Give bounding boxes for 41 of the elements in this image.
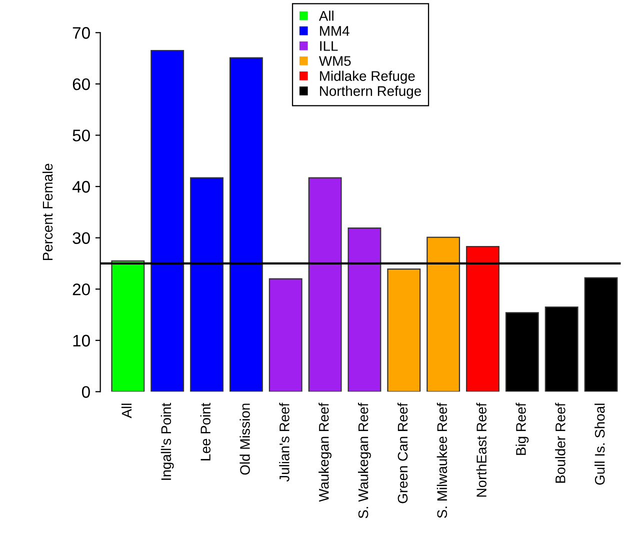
y-tick-label: 60 [72,78,90,90]
x-tick-label: NorthEast Reef [476,402,486,497]
y-tick-label: 10 [73,334,90,347]
x-tick-label: Julian's Reef [279,402,290,482]
legend-label: Midlake Refuge [320,70,415,84]
bar [584,277,618,392]
bar [544,306,578,392]
bar [111,260,145,392]
x-tick-label: All [121,404,132,418]
x-tick-label: S. Milwaukee Reef [436,402,448,518]
legend-label: MM4 [320,26,350,36]
legend-label: ILL [320,41,338,51]
y-tick-label: 40 [72,180,90,193]
y-tick-label: 30 [72,232,90,244]
x-tick-label: Old Mission [240,404,250,475]
y-tick-label: 0 [82,386,90,398]
bar [229,57,263,392]
y-tick-label: 70 [72,27,90,39]
bar [190,177,224,392]
legend-label: WM5 [318,56,351,66]
bar [150,50,184,392]
x-tick-label: S. Waukegan Reef [358,402,371,518]
bar [268,278,302,392]
bar [387,268,421,392]
bar [466,246,500,392]
x-tick-label: Green Can Reef [397,402,408,504]
bar [505,312,539,392]
x-tick-label: Boulder Reef [555,402,566,483]
legend-label: Northern Refuge [320,86,421,99]
x-tick-label: Gull Is. Shoal [594,404,605,485]
x-tick-label: Lee Point [200,402,210,460]
legend-label: All [318,10,334,21]
x-tick-label: Ingall's Point [160,402,174,480]
x-tick-label: Big Reef [516,402,529,455]
x-tick-label: Waukegan Reef [318,402,332,502]
bar [348,228,382,392]
bar [308,177,342,392]
y-tick-label: 50 [72,130,90,142]
bar [426,236,460,392]
y-tick-label: 20 [72,284,90,296]
y-axis-title: Percent Female [42,164,53,260]
